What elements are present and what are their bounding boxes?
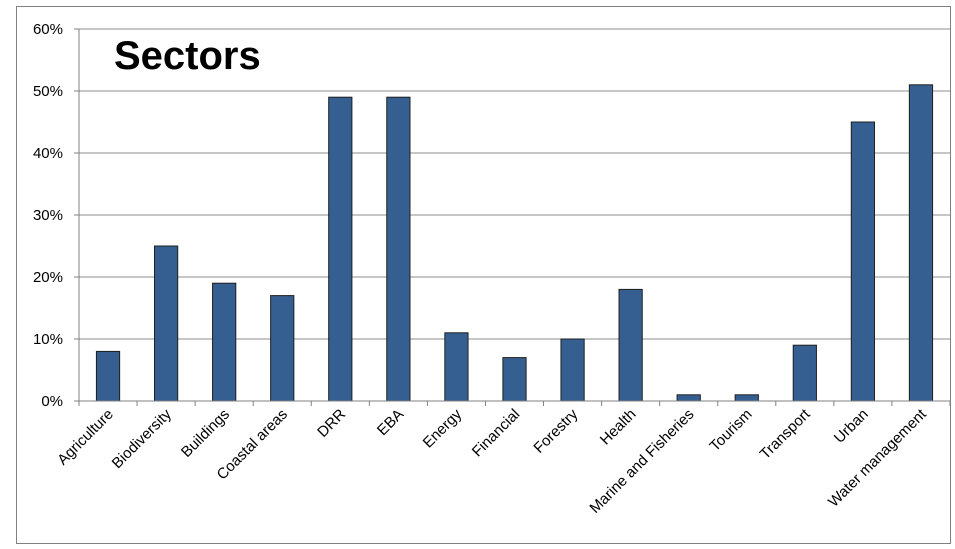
bar-eba	[386, 96, 411, 402]
x-tick-label: EBA	[374, 406, 407, 439]
x-tick-label: Forestry	[530, 405, 581, 456]
x-tick-label: Health	[597, 406, 640, 449]
bar-buildings	[212, 282, 237, 402]
x-tick-label: Agriculture	[54, 406, 117, 469]
x-tick-label: Biodiversity	[109, 405, 176, 472]
bar-energy	[444, 332, 469, 402]
x-tick-label: Water management	[825, 405, 930, 510]
y-tick-label: 60%	[33, 21, 63, 38]
bar-health	[618, 288, 643, 402]
chart-title: Sectors	[114, 34, 261, 78]
x-tick-label: Marine and Fisheries	[586, 406, 697, 517]
bar-coastal-areas	[270, 295, 295, 402]
y-tick-label: 30%	[33, 207, 63, 224]
bar-transport	[792, 344, 817, 402]
bar-agriculture	[95, 350, 121, 402]
axes	[74, 28, 951, 406]
y-tick-label: 0%	[41, 393, 63, 410]
bar-drr	[328, 96, 353, 402]
bar-marine-and-fisheries	[676, 394, 701, 402]
y-tick-label: 40%	[33, 145, 63, 162]
x-tick-label: Transport	[757, 405, 815, 463]
x-tick-label: Buildings	[178, 406, 233, 461]
x-tick-label: Urban	[831, 406, 872, 447]
bar-forestry	[560, 338, 585, 402]
bar-financial	[502, 357, 527, 402]
bar-tourism	[734, 394, 759, 402]
y-tick-labels: 0% 10% 20% 30% 40% 50% 60%	[33, 21, 63, 410]
x-tick-label: Tourism	[706, 406, 755, 455]
bars	[95, 84, 934, 402]
y-tick-label: 10%	[33, 331, 63, 348]
x-tick-label: DRR	[314, 406, 349, 441]
x-tick-label: Energy	[420, 405, 466, 451]
x-tick-label: Financial	[469, 406, 523, 460]
y-tick-label: 50%	[33, 83, 63, 100]
bar-water-management	[908, 84, 934, 402]
bar-biodiversity	[153, 245, 179, 402]
bar-urban	[850, 121, 876, 402]
y-tick-label: 20%	[33, 269, 63, 286]
